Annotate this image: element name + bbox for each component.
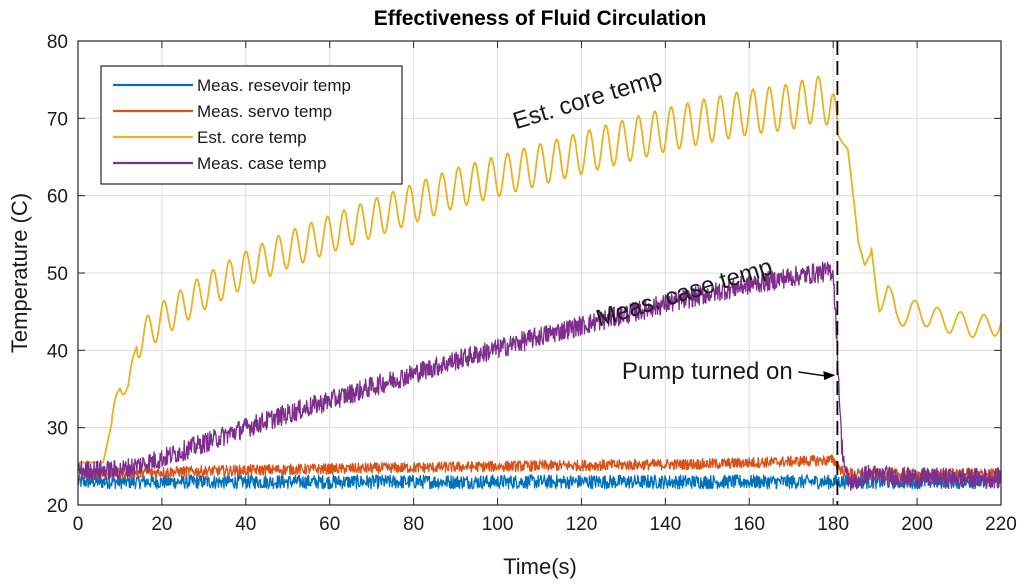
legend-label-1: Meas. servo temp xyxy=(197,102,332,121)
annotation-arrow-head xyxy=(823,371,836,381)
legend: Meas. resevoir temp Meas. servo temp Est. … xyxy=(100,65,403,185)
y-tick-label: 60 xyxy=(47,187,68,208)
x-tick-label: 220 xyxy=(985,514,1017,535)
x-tick-label: 60 xyxy=(319,514,340,535)
legend-label-0: Meas. resevoir temp xyxy=(197,76,351,95)
x-tick-label: 0 xyxy=(73,514,84,535)
legend-label-3: Meas. case temp xyxy=(197,154,326,173)
series-line-2 xyxy=(77,75,1002,464)
annotation-2: Pump turned on xyxy=(622,358,793,385)
legend-label-2: Est. core temp xyxy=(197,128,307,147)
x-tick-label: 200 xyxy=(901,514,933,535)
chart-title: Effectiveness of Fluid Circulation xyxy=(374,7,707,30)
x-tick-label: 100 xyxy=(482,514,514,535)
x-tick-label: 160 xyxy=(733,514,765,535)
x-axis: 0 20 40 60 80 100 120 140 160 180 200 220 xyxy=(73,41,1017,535)
x-tick-label: 120 xyxy=(566,514,598,535)
series-line-3 xyxy=(77,261,1002,491)
y-axis: 20 30 40 50 60 70 80 xyxy=(47,32,1001,517)
x-tick-label: 140 xyxy=(650,514,682,535)
y-tick-label: 20 xyxy=(47,496,68,517)
annotation-0: Est. core temp xyxy=(510,64,666,135)
x-tick-label: 180 xyxy=(817,514,849,535)
y-tick-label: 40 xyxy=(47,341,68,362)
y-tick-label: 70 xyxy=(47,109,68,130)
x-tick-label: 20 xyxy=(151,514,172,535)
y-tick-label: 50 xyxy=(47,264,68,285)
y-axis-label: Temperature (C) xyxy=(7,193,32,353)
series-layer xyxy=(77,75,1002,491)
annotation-arrow-line xyxy=(798,371,827,377)
y-tick-label: 80 xyxy=(47,32,68,53)
x-tick-label: 40 xyxy=(235,514,256,535)
series-line-0 xyxy=(77,474,1002,490)
y-tick-label: 30 xyxy=(47,419,68,440)
x-axis-label: Time(s) xyxy=(503,554,577,579)
x-tick-label: 80 xyxy=(403,514,424,535)
